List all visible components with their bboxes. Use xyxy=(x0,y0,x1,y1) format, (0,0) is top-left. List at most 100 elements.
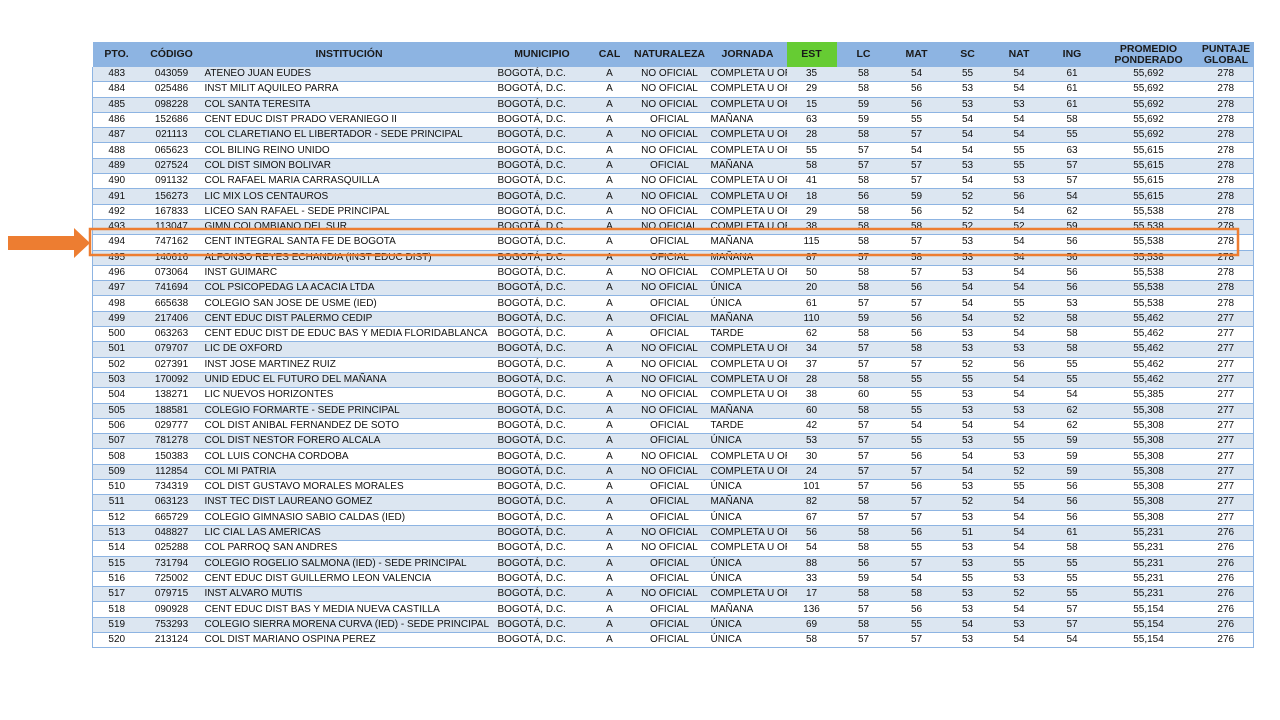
table-cell: COMPLETA U OR xyxy=(708,372,787,389)
table-cell: 54 xyxy=(992,510,1046,526)
table-cell: COMPLETA U OR xyxy=(708,67,787,83)
table-cell: OFICIAL xyxy=(630,234,709,251)
table-cell: 57 xyxy=(836,341,891,358)
table-cell: A xyxy=(588,571,631,588)
table-cell: OFICIAL xyxy=(630,295,709,312)
table-cell: 52 xyxy=(942,204,993,220)
table-cell: NO OFICIAL xyxy=(630,586,709,603)
table-cell: 38 xyxy=(786,387,837,404)
table-cell: 277 xyxy=(1198,387,1254,404)
table-row: 488 065623 COL BILING REINO UNIDO BOGOTÁ, D… xyxy=(92,142,1254,159)
table-cell: 278 xyxy=(1198,158,1254,175)
table-cell: 54 xyxy=(942,311,993,328)
table-cell: 277 xyxy=(1198,372,1254,389)
table-cell: NO OFICIAL xyxy=(630,219,709,236)
table-cell: 52 xyxy=(992,464,1046,481)
table-cell: GIMN COLOMBIANO DEL SUR xyxy=(202,219,496,236)
table-cell: 58 xyxy=(836,372,891,389)
column-header: NAT xyxy=(992,42,1046,67)
table-cell: 213124 xyxy=(140,632,203,649)
table-cell: COMPLETA U OR xyxy=(708,357,787,373)
table-cell: NO OFICIAL xyxy=(630,403,709,419)
table-cell: 55 xyxy=(1045,357,1099,373)
table-cell: NO OFICIAL xyxy=(630,204,709,220)
table-cell: MAÑANA xyxy=(708,112,787,129)
table-cell: 53 xyxy=(942,97,993,113)
arrow xyxy=(8,228,90,258)
table-cell: 021113 xyxy=(140,127,203,144)
table-row: 501 079707 LIC DE OXFORD BOGOTÁ, D.C. A NO OF… xyxy=(92,341,1254,358)
table-cell: 53 xyxy=(992,97,1046,113)
table-cell: INST TEC DIST LAUREANO GOMEZ xyxy=(202,494,496,511)
table-cell: COL LUIS CONCHA CORDOBA xyxy=(202,448,496,465)
table-cell: 54 xyxy=(992,525,1046,542)
table-cell: INST GUIMARC xyxy=(202,265,496,282)
table-cell: ÚNICA xyxy=(708,295,787,312)
table-row: 504 138271 LIC NUEVOS HORIZONTES BOGOTÁ, D.… xyxy=(92,387,1254,404)
table-cell: 37 xyxy=(786,357,837,373)
table-cell: 62 xyxy=(1045,204,1099,220)
table-row: 512 665729 COLEGIO GIMNASIO SABIO CALDAS (… xyxy=(92,510,1254,526)
table-cell: UNID EDUC EL FUTURO DEL MAÑANA xyxy=(202,372,496,389)
table-row: 492 167833 LICEO SAN RAFAEL - SEDE PRINCIP… xyxy=(92,204,1254,220)
table-cell: A xyxy=(588,234,631,251)
table-cell: 58 xyxy=(1045,112,1099,129)
table-cell: A xyxy=(588,372,631,389)
table-cell: 090928 xyxy=(140,601,203,618)
table-cell: 55 xyxy=(1045,586,1099,603)
table-cell: 489 xyxy=(92,158,141,175)
table-cell: 57 xyxy=(890,127,943,144)
table-cell: BOGOTÁ, D.C. xyxy=(495,418,589,435)
table-cell: NO OFICIAL xyxy=(630,341,709,358)
table-cell: A xyxy=(588,617,631,633)
table-cell: 53 xyxy=(942,632,993,649)
table-cell: 511 xyxy=(92,494,141,511)
table-body: 483 043059 ATENEO JUAN EUDES BOGOTÁ, D.C. A N… xyxy=(92,67,1254,649)
table-cell: 156273 xyxy=(140,188,203,205)
table-cell: 277 xyxy=(1198,448,1254,465)
table-cell: A xyxy=(588,464,631,481)
table-cell: 138271 xyxy=(140,387,203,404)
table-cell: 488 xyxy=(92,142,141,159)
table-cell: 33 xyxy=(786,571,837,588)
table-row: 497 741694 COL PSICOPEDAG LA ACACIA LTDA BO… xyxy=(92,280,1254,297)
table-cell: NO OFICIAL xyxy=(630,127,709,144)
table-cell: 55 xyxy=(992,158,1046,175)
table-cell: 277 xyxy=(1198,479,1254,496)
table-cell: COMPLETA U OR xyxy=(708,525,787,542)
table-cell: 55,462 xyxy=(1098,341,1199,358)
table-cell: 55,231 xyxy=(1098,556,1199,572)
table-cell: ÚNICA xyxy=(708,556,787,572)
table-cell: 67 xyxy=(786,510,837,526)
table-cell: 55 xyxy=(992,142,1046,159)
table-cell: A xyxy=(588,357,631,373)
table-cell: 55,231 xyxy=(1098,540,1199,557)
table-cell: 54 xyxy=(992,127,1046,144)
table-cell: 35 xyxy=(786,67,837,83)
table-cell: 54 xyxy=(942,112,993,129)
table-cell: 54 xyxy=(992,112,1046,129)
table-cell: 54 xyxy=(1045,632,1099,649)
table-cell: BOGOTÁ, D.C. xyxy=(495,387,589,404)
table-cell: 58 xyxy=(836,540,891,557)
table-row: 509 112854 COL MI PATRIA BOGOTÁ, D.C. A NO OF… xyxy=(92,464,1254,481)
table-cell: 56 xyxy=(890,81,943,98)
table-cell: 490 xyxy=(92,173,141,190)
table-cell: 55 xyxy=(1045,556,1099,572)
table-cell: 520 xyxy=(92,632,141,649)
table-cell: 58 xyxy=(836,280,891,297)
table-cell: 56 xyxy=(890,326,943,343)
table-cell: COL DIST ANIBAL FERNANDEZ DE SOTO xyxy=(202,418,496,435)
table-cell: A xyxy=(588,525,631,542)
table-cell: 278 xyxy=(1198,173,1254,190)
table-cell: 57 xyxy=(836,295,891,312)
table-cell: 55 xyxy=(992,479,1046,496)
table-cell: COMPLETA U OR xyxy=(708,204,787,220)
table-cell: LICEO SAN RAFAEL - SEDE PRINCIPAL xyxy=(202,204,496,220)
table-cell: 277 xyxy=(1198,418,1254,435)
table-cell: 53 xyxy=(786,433,837,450)
column-header: CÓDIGO xyxy=(140,42,203,67)
table-cell: A xyxy=(588,112,631,129)
table-cell: 54 xyxy=(992,387,1046,404)
table-cell: 57 xyxy=(836,448,891,465)
